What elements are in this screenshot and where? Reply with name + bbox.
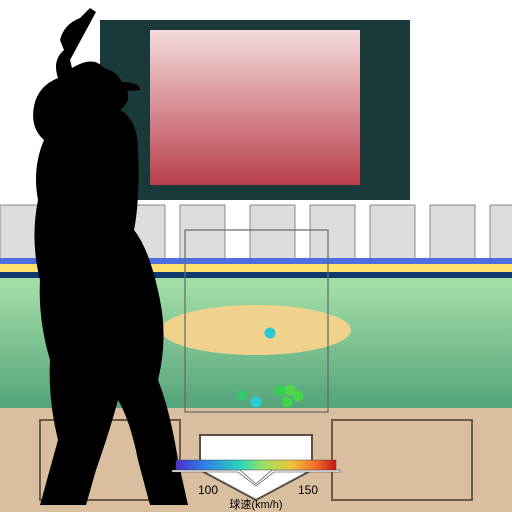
- batter-head: [76, 68, 124, 116]
- colorbar-gradient: [176, 460, 336, 470]
- pitch-point: [293, 391, 304, 402]
- colorbar-axis-label: 球速(km/h): [229, 497, 282, 511]
- pitch-point: [282, 397, 293, 408]
- stand-column: [180, 205, 225, 260]
- colorbar-tick-label: 150: [298, 483, 318, 497]
- stand-column: [430, 205, 475, 260]
- stand-column: [250, 205, 295, 260]
- stand-column: [370, 205, 415, 260]
- pitch-point: [265, 328, 276, 339]
- pitchers-mound: [161, 305, 351, 355]
- colorbar-tick-label: 100: [198, 483, 218, 497]
- stand-column: [310, 205, 355, 260]
- scoreboard-screen: [150, 30, 360, 185]
- pitch-chart: 100 150 球速(km/h): [0, 0, 512, 512]
- scoreboard: [100, 20, 410, 200]
- pitch-point: [237, 390, 248, 401]
- chart-svg: 100 150 球速(km/h): [0, 0, 512, 512]
- pitch-point: [275, 386, 286, 397]
- stand-column: [490, 205, 512, 260]
- pitch-point: [251, 397, 262, 408]
